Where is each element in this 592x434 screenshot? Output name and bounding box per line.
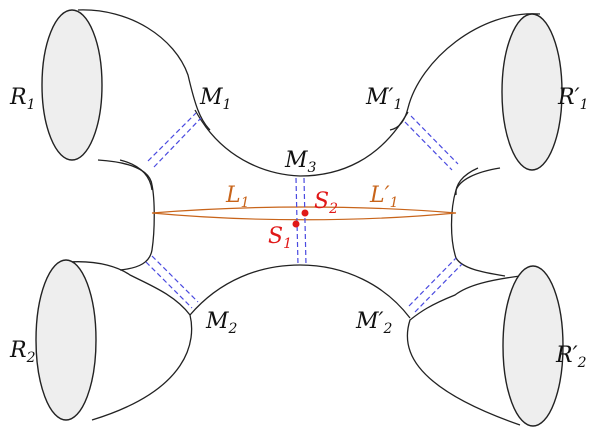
label-R2p: R′2: [555, 343, 587, 371]
upper-neck-outline: [194, 109, 409, 177]
label-L1: L1: [225, 183, 250, 211]
point-S1: [292, 220, 300, 228]
label-M2: M2: [205, 309, 238, 337]
lower-neck-outline: [189, 264, 411, 319]
label-R2: R2: [9, 338, 36, 366]
region-R1-disk: [41, 9, 103, 161]
left-lower-funnel-outline: [67, 261, 193, 421]
dashed-connector-M1p: [404, 115, 459, 171]
label-M2p: M′2: [355, 309, 393, 337]
dashed-connector-M1: [147, 112, 202, 168]
region-R2p-disk: [502, 265, 564, 427]
loop-L1-band: [151, 206, 457, 221]
label-M3: M3: [284, 148, 317, 176]
label-S1: S1: [268, 224, 292, 252]
point-S2: [301, 209, 309, 217]
label-R1: R1: [9, 85, 36, 113]
label-R1p: R′1: [557, 85, 589, 113]
dashed-connector-M2: [145, 255, 199, 309]
region-R1p-disk: [501, 13, 563, 171]
label-S2: S2: [314, 189, 338, 217]
right-inner-edge: [455, 167, 479, 196]
label-M1p: M′1: [365, 85, 402, 113]
left-upper-funnel-outline: [77, 9, 211, 271]
region-R2-disk: [35, 259, 97, 421]
dashed-connector-M2p: [408, 257, 463, 313]
label-L1p: L′1: [369, 183, 399, 211]
left-inner-edge: [119, 159, 153, 191]
label-M1: M1: [199, 85, 231, 113]
right-lower-funnel-outline: [406, 275, 521, 426]
